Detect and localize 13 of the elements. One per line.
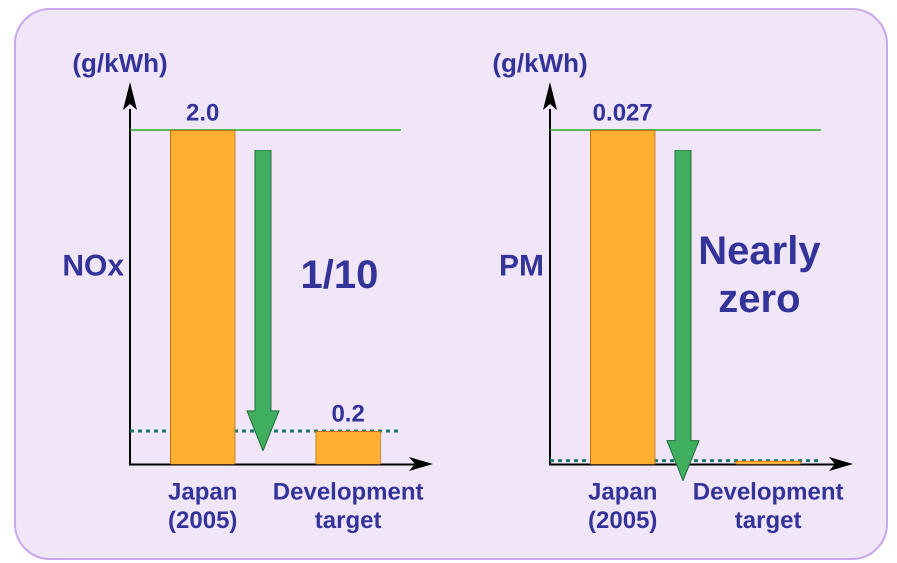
x-tick-label: Japan (2005) — [588, 478, 658, 534]
text: (g/kWh) — [492, 48, 588, 78]
annotation: 1/10 — [300, 253, 378, 298]
data-label: 2.0 — [186, 100, 220, 127]
y-axis-title: PM — [499, 249, 544, 282]
data-label: 0.027 — [592, 100, 653, 127]
x-tick-label: Development target — [272, 478, 424, 534]
x-tick-label: Development target — [692, 478, 844, 534]
data-label: 0.2 — [331, 400, 365, 428]
text: (g/kWh) — [72, 48, 168, 78]
x-tick-label: Japan (2005) — [168, 478, 238, 534]
annotation: Nearly zero — [698, 229, 822, 322]
y-axis-title: NOx — [62, 249, 124, 282]
